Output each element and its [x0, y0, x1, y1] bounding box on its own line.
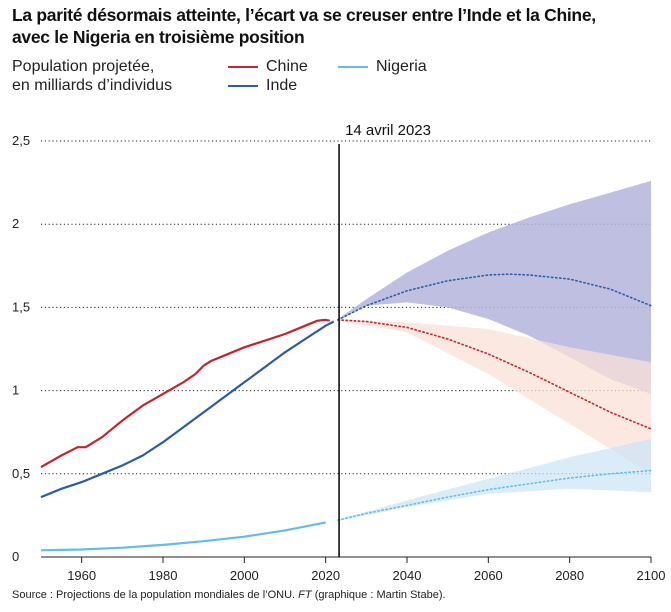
- legend-swatch-india: [228, 84, 258, 87]
- line-projection-nigeria: [337, 469, 652, 521]
- source-text: Source : Projections de la population mo…: [12, 589, 296, 601]
- legend-label-china: Chine: [266, 58, 308, 75]
- band-china: [337, 319, 651, 474]
- x-tick-label-2080: 2080: [555, 568, 584, 583]
- line-historical-nigeria: [40, 521, 326, 552]
- legend-right: Nigeria: [338, 57, 427, 76]
- line-historical-china: [40, 318, 330, 469]
- subtitle-line-1: Population projetée,: [12, 58, 155, 75]
- chart-subtitle: Population projetée, en milliards d’indi…: [12, 57, 212, 95]
- legend-item-nigeria: Nigeria: [338, 57, 427, 76]
- legend-label-india: Inde: [266, 77, 298, 94]
- line-projection-india: [337, 273, 652, 321]
- title-line-2: avec le Nigeria en troisième position: [12, 27, 305, 47]
- source-credit: (graphique : Martin Stabe).: [314, 589, 446, 601]
- line-projection-china: [337, 319, 652, 430]
- x-tick-label-1980: 1980: [149, 568, 178, 583]
- y-tick-label-2: 2: [12, 216, 19, 231]
- source-ft: FT: [298, 589, 312, 601]
- x-tick-label-2000: 2000: [230, 568, 259, 583]
- y-tick-label-1: 1: [12, 383, 19, 398]
- legend-left: Chine Inde: [228, 57, 308, 95]
- subtitle-line-2: en milliards d’individus: [12, 77, 173, 94]
- y-tick-label-2,5: 2,5: [12, 133, 30, 148]
- series-lines: [40, 273, 652, 552]
- axes: 0 0,5 1 1,5 2 2,5 1960 1980 2000 2020 2040 2060 2080…: [12, 133, 665, 583]
- y-tick-label-0: 0: [12, 549, 19, 564]
- legend-item-china: Chine: [228, 57, 308, 76]
- y-tick-label-0,5: 0,5: [12, 466, 30, 481]
- y-tick-label-1,5: 1,5: [12, 299, 30, 314]
- line-historical-india: [40, 320, 335, 499]
- title-line-1: La parité désormais atteinte, l’écart va…: [12, 5, 596, 25]
- date-marker: 14 avril 2023: [338, 122, 431, 557]
- x-tick-label-2060: 2060: [474, 568, 503, 583]
- marker-label: 14 avril 2023: [345, 122, 431, 139]
- legend-item-india: Inde: [228, 76, 308, 95]
- x-tick-label-2100: 2100: [637, 568, 666, 583]
- source-note: Source : Projections de la population mo…: [12, 589, 446, 601]
- uncertainty-bands: [337, 180, 651, 522]
- grid-lines: [41, 140, 651, 475]
- band-india: [337, 180, 651, 394]
- legend-swatch-nigeria: [338, 65, 368, 68]
- x-tick-label-1960: 1960: [67, 568, 96, 583]
- x-tick-label-2020: 2020: [311, 568, 340, 583]
- legend-swatch-china: [228, 65, 258, 68]
- chart-title: La parité désormais atteinte, l’écart va…: [12, 4, 662, 48]
- band-nigeria: [337, 438, 651, 522]
- x-tick-label-2040: 2040: [393, 568, 422, 583]
- legend-label-nigeria: Nigeria: [376, 58, 427, 75]
